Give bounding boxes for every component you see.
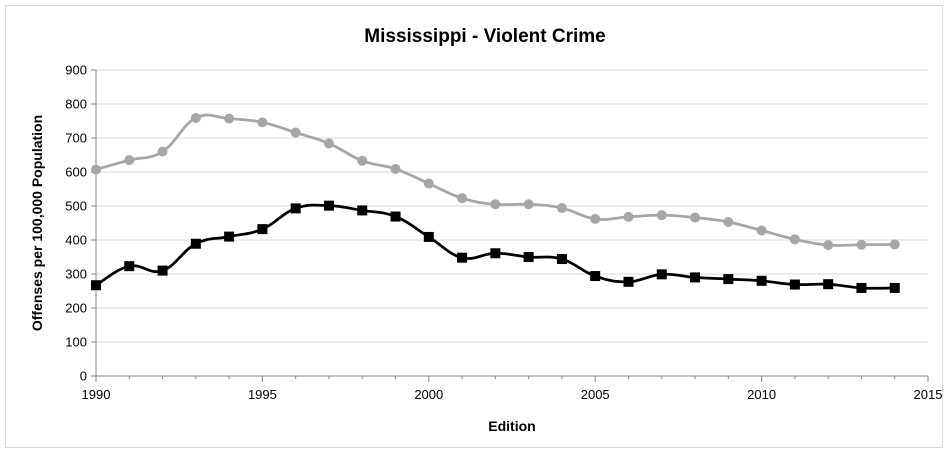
series-1-point — [190, 112, 201, 123]
series-2-point — [523, 252, 534, 262]
series-1-point — [556, 203, 567, 214]
chart-title: Mississippi - Violent Crime — [364, 26, 605, 47]
series-group — [91, 112, 900, 293]
x-tick-label: 2015 — [914, 387, 943, 402]
series-2-point — [756, 275, 767, 286]
series-1-point — [124, 155, 135, 166]
series-2-point — [556, 254, 567, 265]
series-1-point — [690, 212, 701, 223]
x-tick-label: 2000 — [414, 387, 443, 402]
series-1-point — [390, 163, 401, 174]
series-2-point — [290, 203, 301, 214]
axes — [91, 69, 929, 382]
series-2-point — [224, 231, 235, 242]
series-2-point — [723, 274, 734, 285]
series-2-point — [257, 224, 268, 235]
series-1-point — [490, 199, 501, 210]
y-tick-label: 100 — [65, 335, 87, 350]
series-2-point — [357, 205, 368, 216]
series-1 — [91, 112, 900, 251]
y-tick-labels: 0 100 200 300 400 500 600 700 800 900 — [65, 63, 87, 384]
series-1-point — [789, 234, 800, 245]
series-2-point — [423, 231, 434, 242]
x-tick-label: 2005 — [581, 387, 610, 402]
series-1-point — [623, 211, 634, 222]
y-tick-label: 600 — [65, 165, 87, 180]
series-2-point — [690, 272, 701, 283]
y-tick-label: 700 — [65, 131, 87, 146]
series-1-line — [95, 113, 895, 247]
series-1-point — [656, 210, 667, 221]
gridlines — [96, 69, 928, 343]
series-2-point — [190, 238, 201, 249]
y-tick-label: 0 — [80, 369, 87, 384]
x-tick-label: 2010 — [747, 387, 776, 402]
series-1-point — [457, 193, 468, 204]
chart-frame — [5, 5, 943, 448]
series-1-point — [357, 155, 368, 166]
series-2-point — [789, 279, 800, 290]
y-tick-label: 900 — [65, 63, 87, 78]
x-axis-title: Edition — [488, 418, 535, 434]
series-2-point — [157, 265, 168, 276]
series-1-point — [523, 199, 534, 210]
series-2-point — [390, 211, 401, 222]
series-1-point — [290, 127, 301, 138]
series-1-point — [157, 146, 168, 157]
series-2-point — [856, 282, 867, 293]
y-tick-label: 200 — [65, 301, 87, 316]
y-tick-label: 800 — [65, 97, 87, 112]
x-tick-labels: 1990 1995 2000 2005 2010 2015 — [82, 387, 943, 402]
series-1-point — [224, 113, 235, 124]
series-2-point — [590, 271, 601, 282]
series-1-point — [823, 240, 834, 251]
series-2-point — [623, 276, 634, 287]
series-2-point — [656, 269, 667, 280]
series-2-point — [823, 279, 834, 290]
y-tick-label: 300 — [65, 267, 87, 282]
series-1-point — [889, 239, 900, 250]
series-1-point — [257, 117, 268, 128]
series-1-point — [91, 164, 101, 175]
y-tick-label: 500 — [65, 199, 87, 214]
series-2-point — [91, 280, 101, 291]
series-2-point — [323, 200, 334, 211]
y-axis-title: Offenses per 100,000 Population — [29, 115, 45, 331]
x-tick-label: 1995 — [248, 387, 277, 402]
y-tick-label: 400 — [65, 233, 87, 248]
series-1-point — [323, 138, 334, 149]
series-2-line — [95, 203, 895, 290]
x-tick-label: 1990 — [82, 387, 111, 402]
series-1-point — [856, 239, 867, 250]
series-1-point — [723, 216, 734, 227]
series-2-point — [457, 252, 468, 263]
series-2-point — [490, 248, 501, 259]
series-2-point — [124, 261, 135, 272]
series-1-point — [756, 225, 767, 236]
series-2 — [91, 200, 900, 293]
series-1-point — [423, 178, 434, 189]
series-1-point — [590, 213, 601, 224]
series-2-point — [889, 282, 900, 293]
